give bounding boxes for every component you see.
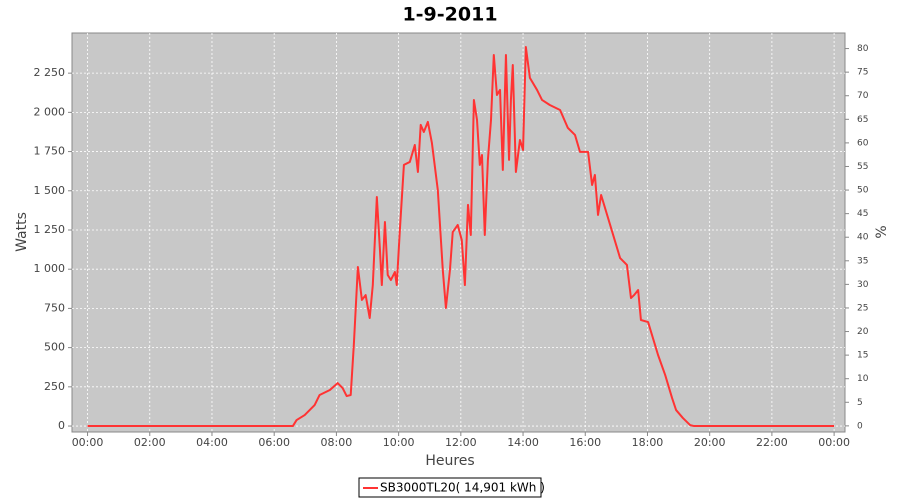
legend <box>358 477 542 498</box>
y-tick-label: 1 750 <box>34 145 66 158</box>
x-tick-label: 00:00 <box>818 436 850 449</box>
y2-tick-label: 70 <box>857 91 869 101</box>
y2-tick-label: 55 <box>857 162 868 172</box>
x-tick-label: 04:00 <box>196 436 228 449</box>
y2-tick-label: 30 <box>857 280 869 290</box>
y-axis-label: Watts <box>14 212 30 252</box>
x-tick-label: 20:00 <box>694 436 726 449</box>
x-tick-label: 00:00 <box>72 436 104 449</box>
y-tick-label: 2 000 <box>34 105 66 118</box>
y2-tick-label: 65 <box>857 115 868 125</box>
y2-tick-label: 15 <box>857 351 868 361</box>
y2-tick-label: 50 <box>857 186 869 196</box>
y2-tick-label: 10 <box>857 374 869 384</box>
y-tick-label: 0 <box>58 419 65 432</box>
x-tick-label: 08:00 <box>321 436 353 449</box>
x-tick-label: 14:00 <box>507 436 539 449</box>
x-tick-label: 16:00 <box>569 436 601 449</box>
x-tick-label: 06:00 <box>258 436 290 449</box>
y2-tick-label: 40 <box>857 233 869 243</box>
legend-label: SB3000TL20( 14,901 kWh ) <box>380 481 545 495</box>
chart-title: 1-9-2011 <box>402 4 497 26</box>
y-tick-label: 2 250 <box>34 66 66 79</box>
plot-area <box>71 32 846 433</box>
y2-tick-label: 20 <box>857 327 869 337</box>
x-tick-label: 10:00 <box>383 436 415 449</box>
x-tick-label: 18:00 <box>632 436 664 449</box>
x-tick-label: 22:00 <box>756 436 788 449</box>
series-line <box>87 45 835 428</box>
y-tick-label: 500 <box>44 341 65 354</box>
x-tick-label: 02:00 <box>134 436 166 449</box>
y2-tick-label: 0 <box>857 421 863 431</box>
y-tick-label: 1 000 <box>34 262 66 275</box>
y2-tick-label: 60 <box>857 138 869 148</box>
y-tick-label: 750 <box>44 301 65 314</box>
y2-tick-label: 5 <box>857 398 863 408</box>
y2-axis-label: % <box>874 225 890 238</box>
y-tick-label: 1 500 <box>34 184 66 197</box>
y-tick-label: 250 <box>44 380 65 393</box>
y2-tick-label: 45 <box>857 209 868 219</box>
y2-tick-label: 80 <box>857 44 869 54</box>
y2-tick-label: 35 <box>857 256 868 266</box>
x-axis-label: Heures <box>425 453 474 469</box>
y-tick-label: 1 250 <box>34 223 66 236</box>
x-tick-label: 12:00 <box>445 436 477 449</box>
y2-tick-label: 75 <box>857 68 868 78</box>
y2-tick-label: 25 <box>857 303 868 313</box>
